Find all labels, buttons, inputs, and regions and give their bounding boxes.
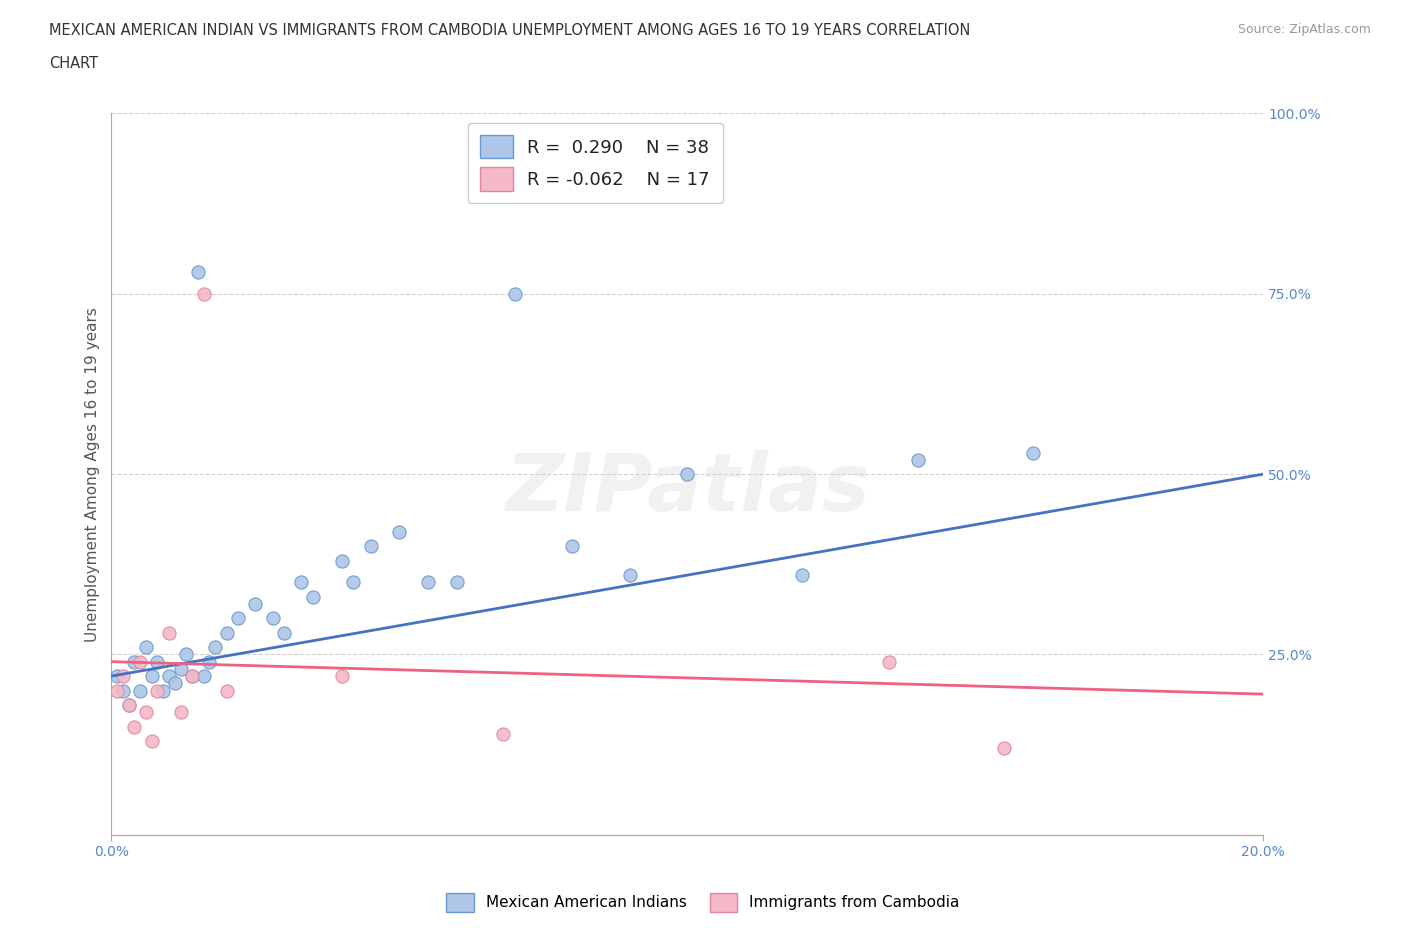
Point (215, 625, 238, 640)
Text: MEXICAN AMERICAN INDIAN VS IMMIGRANTS FROM CAMBODIA UNEMPLOYMENT AMONG AGES 16 T: MEXICAN AMERICAN INDIAN VS IMMIGRANTS FR… (49, 23, 970, 38)
Point (193, 669, 215, 684)
Point (124, 654, 146, 669)
Point (174, 647, 197, 662)
Point (146, 654, 169, 669)
Text: ZIPatlas: ZIPatlas (505, 449, 870, 527)
Point (181, 669, 204, 684)
Point (152, 684, 174, 698)
Point (877, 654, 900, 669)
Point (169, 661, 191, 676)
Point (492, 726, 515, 741)
Point (907, 452, 929, 467)
Point (561, 538, 583, 553)
Point (330, 553, 353, 568)
Point (226, 611, 249, 626)
Legend: Mexican American Indians, Immigrants from Cambodia: Mexican American Indians, Immigrants fro… (440, 887, 966, 918)
Point (302, 590, 325, 604)
Text: CHART: CHART (49, 56, 98, 71)
Point (111, 684, 134, 698)
Point (1022, 445, 1045, 460)
Point (360, 538, 382, 553)
Point (129, 654, 152, 669)
Point (792, 567, 814, 582)
Point (157, 625, 180, 640)
Point (290, 575, 312, 590)
Point (262, 611, 284, 626)
Point (118, 698, 141, 712)
Text: Source: ZipAtlas.com: Source: ZipAtlas.com (1237, 23, 1371, 36)
Point (187, 265, 209, 280)
Point (215, 684, 238, 698)
Point (105, 684, 128, 698)
Point (273, 625, 295, 640)
Point (157, 669, 180, 684)
Point (135, 705, 157, 720)
Point (105, 669, 128, 684)
Point (169, 705, 191, 720)
Point (418, 575, 440, 590)
Point (198, 654, 221, 669)
Point (111, 669, 134, 684)
Y-axis label: Unemployment Among Ages 16 to 19 years: Unemployment Among Ages 16 to 19 years (86, 307, 100, 642)
Point (141, 669, 163, 684)
Point (124, 719, 146, 734)
Point (619, 567, 641, 582)
Point (163, 676, 186, 691)
Point (141, 734, 163, 749)
Point (342, 575, 364, 590)
Point (388, 525, 411, 539)
Point (993, 741, 1015, 756)
Point (330, 669, 353, 684)
Point (129, 684, 152, 698)
Legend: R =  0.290    N = 38, R = -0.062    N = 17: R = 0.290 N = 38, R = -0.062 N = 17 (468, 123, 723, 204)
Point (118, 698, 141, 712)
Point (503, 286, 526, 301)
Point (204, 640, 226, 655)
Point (245, 596, 267, 611)
Point (676, 467, 699, 482)
Point (146, 684, 169, 698)
Point (446, 575, 468, 590)
Point (135, 640, 157, 655)
Point (193, 286, 215, 301)
Point (181, 669, 204, 684)
